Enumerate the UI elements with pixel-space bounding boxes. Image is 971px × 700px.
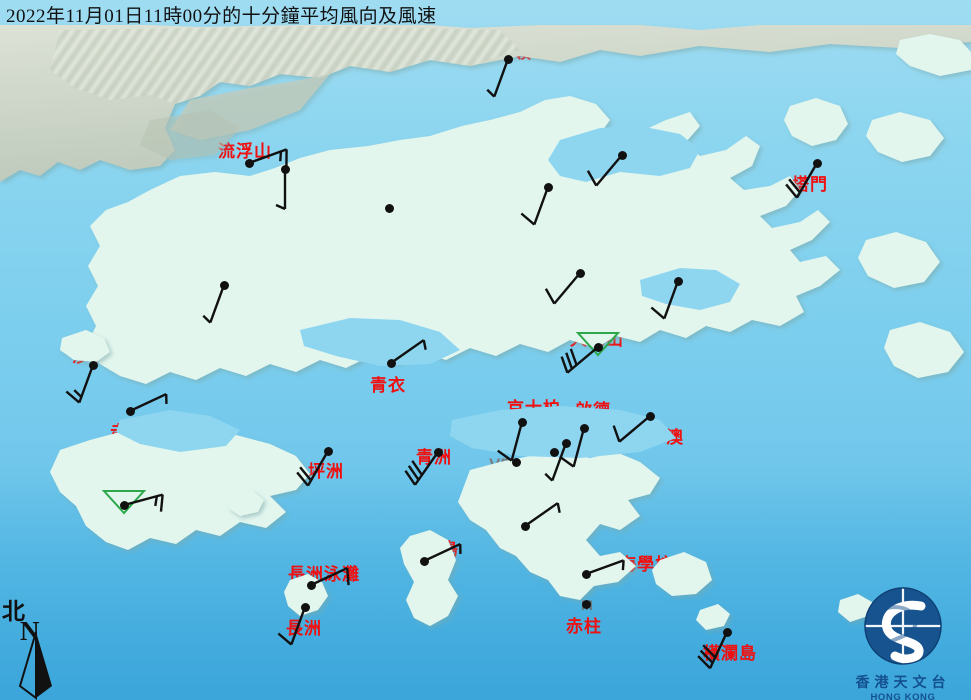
wind-barb-icon [559, 427, 586, 468]
wind-barb-icon [520, 186, 550, 226]
wind-barb-icon [275, 169, 287, 211]
station-dot [280, 164, 290, 174]
station-label: 流浮山 [218, 142, 272, 161]
station-dot [323, 446, 333, 456]
station-dot [386, 358, 396, 368]
station-dot [517, 417, 527, 427]
hong-kong-island [458, 452, 660, 600]
station-dot [520, 521, 530, 531]
station-dot [433, 447, 443, 457]
wind-barb-icon [586, 154, 623, 187]
station-dot [384, 203, 394, 213]
wind-barb-icon [524, 502, 561, 527]
wind-barb-icon [497, 421, 524, 462]
station-dot [673, 276, 683, 286]
wind-barb-icon [277, 606, 307, 646]
station-label: 青衣 [370, 376, 406, 395]
mainland-shenzhen [0, 25, 971, 182]
station-dot [244, 158, 254, 168]
station-dot [219, 280, 229, 290]
wind-barb-icon [486, 58, 510, 98]
wind-barb-icon [650, 280, 680, 320]
station-dot [549, 447, 559, 457]
lantau-island [50, 428, 310, 550]
station-dot [593, 342, 603, 352]
wind-barb-icon [585, 559, 625, 576]
wind-barb-icon [123, 493, 164, 512]
station-dot [812, 158, 822, 168]
north-compass: 北 N [2, 592, 72, 700]
station-dot [88, 360, 98, 370]
wind-barb-icon [423, 543, 462, 563]
cheung-chau-island [284, 574, 328, 616]
station-dot [645, 411, 655, 421]
station-dot [511, 457, 521, 467]
lamma-island [400, 530, 458, 626]
station-dot [306, 580, 316, 590]
station-dot [579, 423, 589, 433]
wind-barb-icon [612, 415, 651, 443]
wind-barb-icon [544, 272, 581, 305]
compass-label-cn: 北 [2, 599, 25, 624]
station-dot [503, 54, 513, 64]
station-dot [125, 406, 135, 416]
station-dot [617, 150, 627, 160]
hko-emblem-icon [864, 587, 942, 665]
wind-barb-icon [785, 162, 819, 199]
compass-needle-icon [18, 631, 52, 700]
page-title: 2022年11月01日11時00分的十分鐘平均風向及風速 [6, 6, 437, 27]
wind-barb-icon [296, 450, 330, 487]
station-dot [561, 438, 571, 448]
small-islands [60, 34, 971, 630]
station-dot [581, 569, 591, 579]
station-dot [119, 500, 129, 510]
wind-barb-icon [697, 631, 729, 670]
wind-barb-icon [544, 442, 568, 482]
wind-barb-icon [390, 339, 427, 364]
wind-barb-icon [560, 346, 599, 374]
elevated-station-triangle-icon [575, 332, 621, 357]
station-dot [581, 599, 591, 609]
station-dot [722, 627, 732, 637]
station-dot [419, 556, 429, 566]
station-dot [575, 268, 585, 278]
hko-logo: 香港天文台 HONG KONG OBSERVATORY [839, 586, 967, 700]
wind-barb-icon [202, 284, 226, 324]
station-label: 赤柱 [566, 617, 602, 636]
logo-label-cn: 香港天文台 [855, 676, 951, 691]
station-label: 坪洲 [308, 462, 344, 481]
wind-barb-icon [65, 364, 95, 404]
station-dot [543, 182, 553, 192]
wind-barb-icon [129, 393, 168, 413]
wind-barb-icon [248, 148, 288, 167]
wind-barb-icon [404, 451, 439, 486]
logo-label-en: HONG KONG OBSERVATORY [870, 692, 936, 700]
station-dot [300, 602, 310, 612]
wind-barb-icon [310, 567, 350, 587]
